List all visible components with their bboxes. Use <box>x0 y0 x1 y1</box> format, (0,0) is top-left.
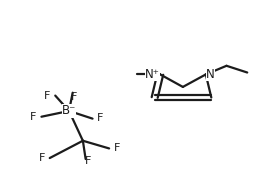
Text: F: F <box>39 153 45 163</box>
Text: F: F <box>30 112 36 122</box>
Text: N⁺: N⁺ <box>145 68 160 81</box>
Text: F: F <box>97 113 104 123</box>
Text: F: F <box>44 91 50 101</box>
Text: F: F <box>71 92 77 103</box>
Text: B⁻: B⁻ <box>62 105 76 117</box>
Text: F: F <box>114 144 121 153</box>
Text: F: F <box>85 156 91 166</box>
Text: N: N <box>206 68 215 81</box>
